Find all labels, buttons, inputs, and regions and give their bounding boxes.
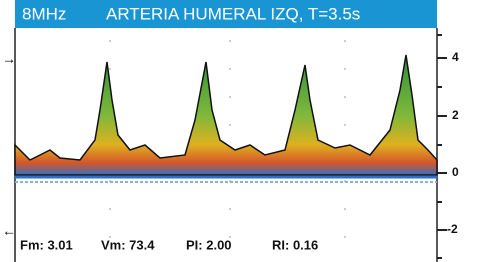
doppler-spectrum (15, 55, 437, 175)
scale-tick: 4 (452, 50, 459, 64)
title: ARTERIA HUMERAL IZQ, T=3.5s (106, 4, 360, 23)
scale-tick: 2 (452, 108, 459, 122)
readout: Vm: 73.4 (101, 237, 155, 252)
doppler-screen: 8MHz ARTERIA HUMERAL IZQ, T=3.5s 4 2 0 -… (0, 0, 479, 262)
arrow-marker: → (2, 51, 16, 67)
scale-tick: -2 (447, 222, 458, 236)
readout: Fm: 3.01 (20, 237, 73, 252)
readout: RI: 0.16 (272, 237, 318, 252)
scale-marks (437, 35, 447, 258)
scale-tick: 0 (452, 165, 459, 179)
arrow-marker: ← (2, 223, 16, 239)
readout: PI: 2.00 (186, 237, 232, 252)
frequency: 8MHz (22, 4, 66, 23)
